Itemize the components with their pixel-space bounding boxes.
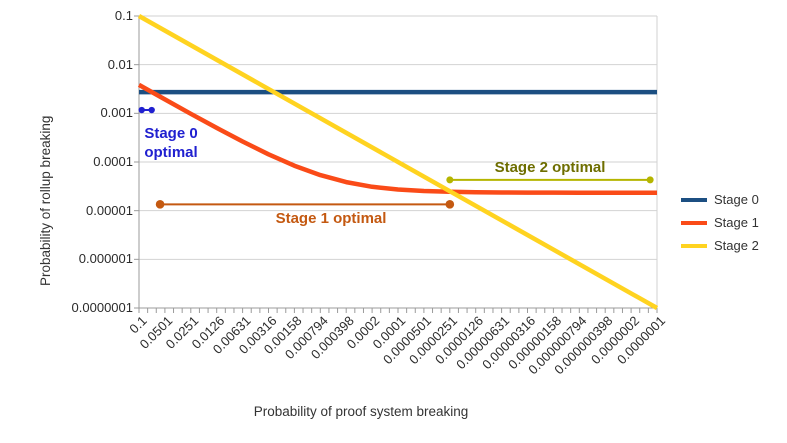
- x-axis-title: Probability of proof system breaking: [253, 404, 469, 419]
- y-tick-label: 0.0001: [93, 154, 133, 169]
- y-tick-label: 0.00001: [86, 202, 133, 218]
- legend: Stage 0 Stage 1 Stage 2: [681, 192, 759, 261]
- y-tick-label: 0.001: [100, 105, 133, 121]
- stage-1-line: [137, 82, 657, 195]
- stage1-optimal-label: Stage 1 optimal: [275, 210, 387, 227]
- stage1-optimal-range-dot: [155, 200, 165, 209]
- y-tick-label: 0.0000001: [71, 300, 133, 315]
- legend-swatch: [681, 220, 707, 225]
- legend-item: Stage 1: [681, 215, 759, 230]
- stage-2-line: [137, 14, 659, 310]
- stage2-optimal-label: Stage 2 optimal: [494, 159, 606, 176]
- y-tick-label: 0.000001: [78, 251, 133, 267]
- stage0-optimal-label: Stage 0 optimal: [144, 125, 198, 161]
- legend-swatch: [681, 197, 707, 202]
- stage1-optimal-range-dot: [445, 200, 455, 209]
- stage0-optimal-range-dot: [138, 106, 145, 114]
- y-tick-label: 0.01: [107, 56, 133, 72]
- legend-label: Stage 0: [714, 192, 759, 207]
- stage0-optimal-range-dot: [148, 106, 155, 114]
- legend-label: Stage 2: [714, 238, 759, 253]
- legend-item: Stage 2: [681, 238, 759, 253]
- legend-label: Stage 1: [714, 215, 759, 230]
- legend-swatch: [681, 243, 707, 248]
- y-axis-title: Probability of rollup breaking: [38, 115, 53, 287]
- stage2-optimal-range-dot: [646, 176, 654, 184]
- legend-item: Stage 0: [681, 192, 759, 207]
- y-tick-label: 0.1: [114, 8, 133, 23]
- stage2-optimal-range-dot: [446, 176, 454, 184]
